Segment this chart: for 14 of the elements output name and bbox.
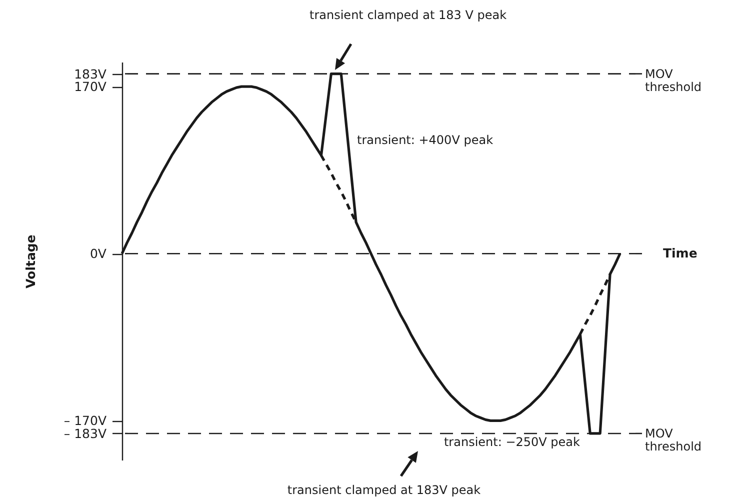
- ref-line-label: MOV threshold: [645, 426, 702, 454]
- y-axis-title: Voltage: [22, 234, 38, 288]
- x-axis-title: Time: [663, 246, 698, 261]
- ref-line-label: MOV threshold: [645, 66, 702, 94]
- y-tick-label: 170V: [74, 79, 107, 94]
- y-tick-label: 183V: [74, 66, 107, 82]
- text: transient clamped at 183 V peak: [309, 8, 507, 22]
- y-tick-label: – 183V: [64, 426, 107, 441]
- line-series: [578, 272, 612, 336]
- annotation: transient: +400V peak: [357, 133, 494, 147]
- text: transient clamped at 183V peak: [287, 483, 481, 497]
- y-tick-label: 0V: [90, 246, 107, 262]
- annotation: transient: −250V peak: [444, 435, 580, 449]
- y-tick-label: – 170V: [64, 413, 107, 428]
